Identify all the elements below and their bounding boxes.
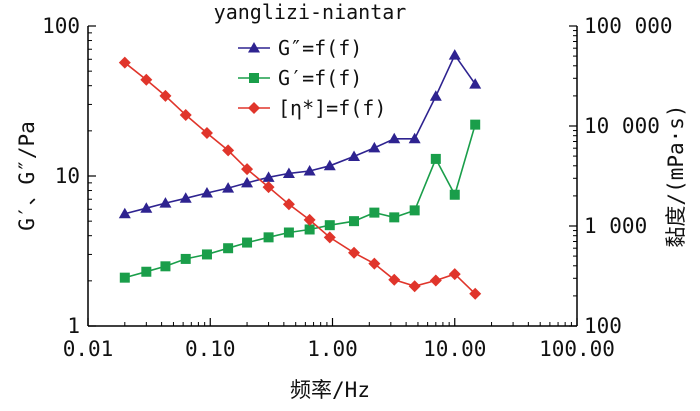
data-point <box>430 153 441 164</box>
data-point <box>119 272 130 283</box>
x-tick-label: 1.00 <box>307 337 358 361</box>
data-point <box>262 181 275 194</box>
data-point <box>323 159 336 171</box>
x-axis-title: 频率/Hz <box>290 378 370 402</box>
legend-item: G″=f(f) <box>238 36 362 60</box>
legend-item: [η*]=f(f) <box>238 96 386 120</box>
data-point <box>369 207 380 218</box>
x-tick-label: 100.00 <box>539 337 615 361</box>
data-point <box>303 164 316 176</box>
left-tick-label: 100 <box>42 14 80 38</box>
data-point <box>200 127 213 140</box>
data-point <box>118 207 131 219</box>
right-axis-title: 黏度/(mPa·s) <box>664 104 688 247</box>
data-point <box>470 119 481 130</box>
data-point <box>283 227 294 238</box>
legend-marker <box>248 102 260 114</box>
data-point <box>141 266 152 277</box>
data-point <box>200 187 213 198</box>
data-point <box>241 176 254 188</box>
data-point <box>242 237 253 248</box>
data-point <box>448 268 461 281</box>
data-point <box>140 202 153 213</box>
data-point <box>323 231 336 244</box>
series-1 <box>118 49 482 219</box>
data-point <box>159 89 172 102</box>
data-point <box>222 182 235 193</box>
right-tick-label: 10 000 <box>584 114 660 138</box>
data-point <box>388 273 401 286</box>
data-point <box>160 261 171 272</box>
data-point <box>429 274 442 287</box>
x-tick-label: 10.00 <box>423 337 486 361</box>
legend-label: [η*]=f(f) <box>278 96 386 120</box>
data-point <box>449 189 460 200</box>
legend-item: G′=f(f) <box>238 66 362 90</box>
data-point <box>262 171 275 182</box>
data-point <box>348 246 361 259</box>
chart-title: yanglizi-niantar <box>214 0 407 24</box>
x-tick-label: 0.10 <box>185 337 236 361</box>
data-point <box>368 141 381 153</box>
data-point <box>324 220 335 231</box>
data-point <box>179 192 192 203</box>
data-point <box>241 163 254 176</box>
legend-label: G′=f(f) <box>278 66 362 90</box>
data-point <box>408 280 421 293</box>
data-point <box>304 224 315 235</box>
axes: 0.01 0.10 1.00 10.00 100.00 1 10 100 100 1 000 10 … <box>42 14 672 361</box>
legend-marker <box>249 73 259 83</box>
series-line <box>124 124 476 279</box>
data-point <box>263 232 274 243</box>
legend-label: G″=f(f) <box>278 36 362 60</box>
data-point <box>140 73 153 86</box>
data-point <box>348 150 361 161</box>
data-point <box>448 49 461 60</box>
data-point <box>469 287 482 300</box>
data-point <box>282 167 295 178</box>
right-tick-label: 100 <box>584 314 622 338</box>
right-tick-label: 1 000 <box>584 214 647 238</box>
left-tick-label: 1 <box>67 314 80 338</box>
legend-marker <box>248 42 260 53</box>
left-tick-label: 10 <box>55 164 80 188</box>
data-point <box>201 249 212 260</box>
data-point <box>180 253 191 264</box>
data-point <box>179 108 192 121</box>
data-point <box>368 257 381 270</box>
data-point <box>429 90 442 101</box>
series-2 <box>119 119 481 283</box>
data-point <box>388 132 401 144</box>
right-tick-label: 100 000 <box>584 14 673 38</box>
left-axis-title: G′、G″/Pa <box>15 121 39 231</box>
data-point <box>409 205 420 216</box>
series-layer <box>118 49 482 300</box>
data-point <box>303 213 316 226</box>
data-point <box>223 243 234 254</box>
x-tick-label: 0.01 <box>63 337 114 361</box>
data-point <box>222 144 235 157</box>
data-point <box>349 216 360 227</box>
data-point <box>118 56 131 69</box>
data-point <box>469 78 482 89</box>
data-point <box>408 132 421 144</box>
series-3 <box>118 56 482 300</box>
data-point <box>282 198 295 211</box>
legend: G″=f(f) G′=f(f) [η*]=f(f) <box>238 36 386 120</box>
data-point <box>159 197 172 208</box>
data-point <box>389 212 400 223</box>
